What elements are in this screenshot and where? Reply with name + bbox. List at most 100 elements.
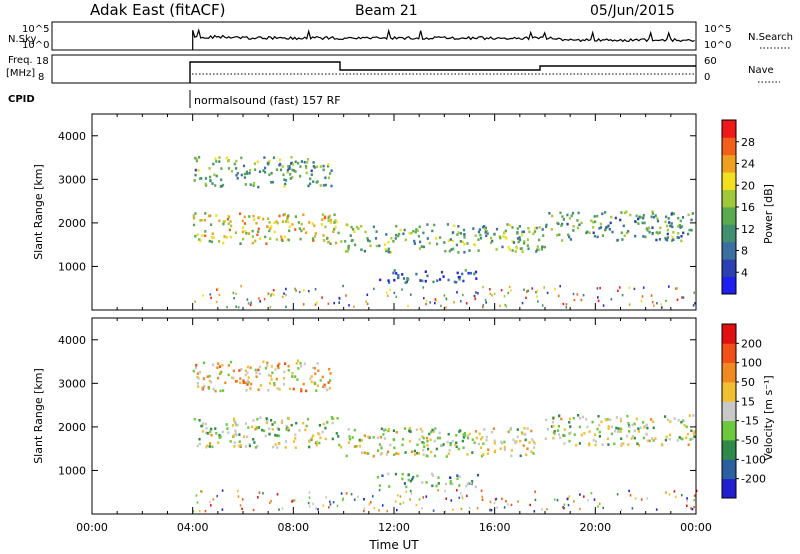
power-cell [333, 213, 336, 216]
velocity-cell [246, 365, 249, 369]
power-cell [637, 217, 640, 221]
velocity-cell [593, 498, 596, 501]
power-cell [347, 245, 350, 248]
velocity-cell [686, 504, 688, 507]
velocity-cell [438, 431, 441, 435]
nsky-frame [51, 21, 697, 51]
velocity-cell [283, 383, 286, 386]
power-cell [535, 291, 537, 294]
power-cell [429, 301, 431, 304]
velocity-cell [479, 437, 483, 441]
velocity-cell [691, 437, 694, 441]
velocity-cell [466, 453, 469, 456]
velocity-cell [426, 444, 429, 447]
power-cell [204, 182, 207, 186]
velocity-cell [309, 377, 312, 381]
power-cell [627, 230, 630, 233]
velocity-cell [428, 432, 431, 436]
velocity-cell [319, 379, 322, 382]
velocity-cell [449, 476, 452, 479]
power-cell [457, 231, 460, 234]
time-tick-label: 16:00 [479, 521, 511, 534]
velocity-cell [481, 495, 484, 499]
velocity-cell [562, 506, 564, 509]
velocity-cell [313, 366, 317, 370]
power-cell [404, 281, 407, 285]
velocity-colorbar-tick-label: 200 [741, 337, 762, 350]
velocity-cell [335, 432, 338, 435]
velocity-cell [202, 377, 206, 380]
velocity-cell [634, 497, 637, 500]
velocity-cell [552, 425, 555, 428]
velocity-cell [546, 428, 549, 431]
power-cell [459, 240, 462, 243]
velocity-cell [425, 495, 428, 498]
velocity-cell [372, 495, 374, 498]
velocity-cell [204, 422, 207, 426]
power-cell [334, 225, 337, 229]
power-cell [453, 224, 456, 228]
power-cell [208, 239, 211, 243]
power-cell [489, 241, 493, 245]
velocity-cell [308, 491, 311, 494]
power-cell [679, 219, 682, 223]
velocity-cell [200, 490, 202, 493]
velocity-cell [277, 428, 280, 431]
power-cell [256, 160, 259, 164]
velocity-cell [291, 500, 293, 503]
power-cell [194, 156, 197, 160]
velocity-cell [322, 422, 325, 426]
power-cell [434, 298, 437, 301]
power-cell [653, 304, 655, 307]
velocity-cell [244, 369, 247, 372]
power-cell [588, 231, 591, 234]
power-cell [644, 235, 647, 239]
velocity-cell [381, 474, 384, 477]
velocity-cell [330, 416, 333, 419]
power-cell [299, 237, 302, 241]
power-cell [312, 239, 315, 242]
velocity-cell [316, 362, 319, 365]
velocity-cell [448, 449, 451, 452]
velocity-cell [329, 379, 332, 382]
power-cell [205, 184, 208, 187]
power-cell [236, 171, 239, 175]
velocity-cell [328, 506, 330, 509]
power-cell [322, 168, 325, 172]
velocity-cell [598, 502, 601, 505]
velocity-cell [633, 422, 636, 426]
velocity-cell [422, 496, 425, 499]
power-cell [194, 212, 197, 215]
power-cell [534, 227, 537, 230]
power-cell [327, 240, 330, 244]
power-cell [452, 231, 455, 234]
power-cell [419, 240, 422, 244]
power-cell [565, 303, 568, 306]
power-cell [521, 230, 524, 234]
velocity-cell [208, 445, 211, 448]
velocity-cell [458, 475, 461, 478]
power-cell [619, 286, 621, 289]
velocity-cell [485, 438, 488, 442]
power-cell [473, 294, 476, 298]
power-cell [537, 300, 539, 303]
power-cell [565, 306, 568, 309]
power-cell [495, 248, 498, 251]
power-cell [338, 296, 340, 300]
power-cell [521, 250, 524, 253]
power-cell [417, 234, 420, 238]
power-cell [518, 225, 521, 228]
velocity-cell [369, 501, 372, 504]
velocity-cell [347, 441, 350, 444]
power-cell [281, 295, 284, 298]
velocity-cell [323, 383, 326, 387]
power-cell [385, 249, 388, 253]
velocity-cell [500, 440, 503, 444]
power-cell [520, 247, 523, 250]
power-cell [421, 279, 424, 283]
power-cell [519, 238, 522, 242]
power-cell [536, 289, 538, 293]
power-cell [247, 302, 250, 305]
velocity-cell [234, 432, 237, 435]
power-cell [222, 220, 225, 223]
